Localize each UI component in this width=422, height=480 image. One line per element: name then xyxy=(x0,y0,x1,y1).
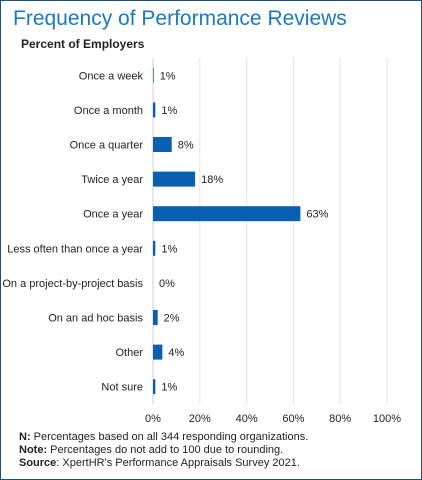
x-tick-label: 0% xyxy=(145,413,161,425)
bar xyxy=(153,310,158,325)
x-tick-label: 20% xyxy=(189,413,211,425)
category-label: Once a month xyxy=(74,105,143,117)
category-label: Twice a year xyxy=(81,174,143,186)
bar xyxy=(153,137,172,152)
bar-chart: Once a week 1% Once a month 1% Once a quarte… xyxy=(2,58,401,425)
value-label: 1% xyxy=(161,105,177,117)
value-label: 1% xyxy=(160,70,176,82)
footnotes: N: Percentages based on all 344 respondi… xyxy=(19,431,308,470)
x-tick-label: 100% xyxy=(373,413,401,425)
bar xyxy=(153,379,156,395)
category-label: Once a quarter xyxy=(70,140,144,152)
bar xyxy=(153,102,156,118)
chart-title: Frequency of Performance Reviews xyxy=(13,7,347,30)
x-tick-label: 60% xyxy=(282,413,304,425)
category-label: Not sure xyxy=(101,382,143,394)
value-label: 8% xyxy=(178,140,194,152)
footnote-n: N: Percentages based on all 344 respondi… xyxy=(19,431,309,443)
bar xyxy=(153,67,154,83)
category-label: On a project-by-project basis xyxy=(2,278,143,290)
x-tick-label: 40% xyxy=(236,413,258,425)
category-label: Once a week xyxy=(79,70,144,82)
value-label: 0% xyxy=(159,278,175,290)
category-label: Less often than once a year xyxy=(7,243,143,255)
value-label: 63% xyxy=(306,209,328,221)
category-label: Once a year xyxy=(83,209,143,221)
category-label: Other xyxy=(115,347,143,359)
chart-subtitle: Percent of Employers xyxy=(21,37,145,51)
bar xyxy=(153,344,163,360)
footnote-note: Note: Percentages do not add to 100 due … xyxy=(19,444,284,456)
value-label: 4% xyxy=(168,347,184,359)
bar xyxy=(153,171,196,187)
value-label: 18% xyxy=(201,174,223,186)
x-tick-label: 80% xyxy=(329,413,351,425)
category-label: On an ad hoc basis xyxy=(48,313,143,325)
value-label: 1% xyxy=(161,243,177,255)
bar xyxy=(153,240,156,256)
value-label: 1% xyxy=(161,382,177,394)
value-label: 2% xyxy=(164,313,180,325)
footnote-source: Source: XpertHR's Performance Appraisals… xyxy=(19,457,300,469)
bar xyxy=(153,206,301,222)
